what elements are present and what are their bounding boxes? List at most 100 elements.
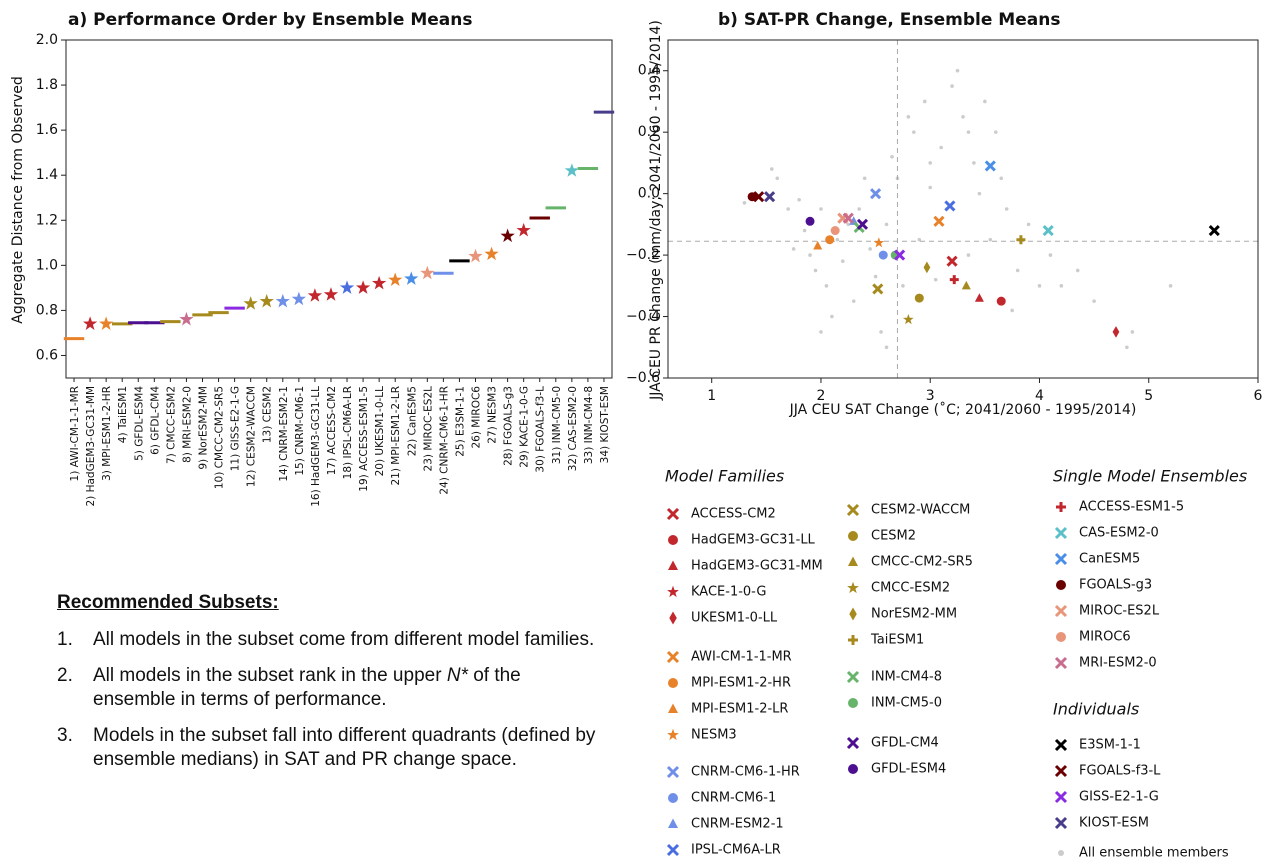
x-tick-label: 26) MIROC6 (471, 386, 483, 449)
legend-marker (1054, 738, 1068, 752)
marker (856, 218, 869, 230)
legend-label: CESM2 (871, 529, 916, 544)
list-item: 3. Models in the subset fall into differe… (57, 724, 597, 772)
member-point (1168, 284, 1173, 288)
member-point (868, 247, 872, 251)
marker (753, 191, 765, 203)
x-tick-label: 14) CNRM-ESM2-1 (278, 386, 290, 482)
item-text-part: All models in the subset rank in the upp… (93, 665, 447, 686)
member-point (901, 284, 905, 288)
y-tick-label: 0.0 (638, 186, 660, 202)
marker (944, 200, 956, 212)
legend-label: CNRM-CM6-1 (691, 791, 776, 806)
marker (873, 237, 885, 248)
notes-title: Recommended Subsets: (57, 592, 279, 613)
legend-label: IPSL-CM6A-LR (691, 843, 781, 858)
marker (974, 293, 984, 302)
x-axis-label: JJA CEU SAT Change (˚C; 2041/2060 - 1995… (789, 401, 1137, 418)
member-point (1026, 222, 1031, 227)
x-tick-label: 19) ACCESS-ESM1-5 (358, 386, 370, 492)
legend-label: GFDL-ESM4 (871, 762, 946, 777)
marker (564, 163, 579, 177)
member-point (786, 207, 790, 211)
marker (404, 271, 419, 285)
legend-label: KACE-1-0-G (691, 585, 766, 600)
marker (764, 191, 776, 203)
legend-marker (666, 843, 680, 857)
legend-label: CESM2-WACCM (871, 503, 970, 518)
member-point (775, 176, 780, 181)
legend-marker (848, 531, 858, 541)
legend-marker (1056, 632, 1066, 642)
legend-marker (849, 607, 857, 621)
legend-label: CanESM5 (1079, 552, 1140, 567)
legend-marker (1054, 526, 1068, 540)
legend-label: FGOALS-f3-L (1079, 764, 1161, 779)
plot-frame (667, 39, 1259, 379)
marker (484, 246, 499, 261)
member-point (851, 299, 856, 303)
member-point (1004, 207, 1009, 211)
legend-label: CMCC-CM2-SR5 (871, 555, 973, 570)
legend-marker (1054, 816, 1068, 830)
x-tick-label: 2 (817, 388, 826, 404)
plot-frame (65, 39, 613, 379)
marker (878, 250, 888, 260)
legend-marker (668, 703, 678, 713)
y-tick-label: 0.2 (638, 124, 660, 140)
marker (872, 283, 884, 295)
x-tick-label: 9) NorESM2-MM (198, 386, 210, 470)
legend-label: KIOST-ESM (1079, 816, 1149, 831)
y-tick-label: 1.2 (36, 212, 58, 228)
member-point (808, 253, 812, 257)
x-tick-label: 2) HadGEM3-GC31-MM (85, 386, 97, 507)
x-tick-label: 28) FGOALS-g3 (503, 386, 515, 466)
legend-marker (1054, 790, 1068, 804)
legend-label: E3SM-1-1 (1079, 738, 1141, 753)
marker (243, 296, 258, 310)
x-tick-label: 7) CMCC-ESM2 (165, 386, 177, 464)
legend-label: INM-CM5-0 (871, 696, 942, 711)
legend-marker (1056, 502, 1066, 512)
x-tick-label: 21) MPI-ESM1-2-LR (390, 386, 402, 486)
x-tick-label: 4 (1035, 388, 1044, 404)
member-point (939, 145, 943, 150)
y-tick-label: 2.0 (36, 32, 58, 48)
member-point (928, 185, 933, 190)
marker (923, 261, 931, 274)
member-point (950, 84, 954, 88)
y-tick-label: 0.4 (638, 63, 660, 79)
marker (961, 280, 971, 290)
marker (500, 228, 515, 243)
member-point (791, 247, 796, 251)
item-text-part: Models in the subset fall into different… (93, 725, 596, 770)
legend-label: GFDL-CM4 (871, 736, 939, 751)
x-tick-label: 13) CESM2 (262, 386, 274, 443)
x-tick-label: 12) CESM2-WACCM (246, 386, 258, 487)
member-point (1010, 308, 1014, 313)
member-point (1037, 284, 1042, 288)
item-text: Models in the subset fall into different… (93, 724, 597, 772)
x-tick-label: 3 (926, 388, 935, 404)
legend-marker (846, 670, 860, 684)
member-point (819, 207, 823, 211)
marker (1042, 224, 1054, 237)
legend-label: MPI-ESM1-2-HR (691, 676, 791, 691)
list-item: 2. All models in the subset rank in the u… (57, 664, 597, 712)
marker (933, 215, 945, 227)
member-point (983, 99, 987, 104)
legend-title: Model Families (665, 467, 784, 486)
legend-marker (668, 560, 678, 570)
item-text-part: of the ensemble in terms of performance. (93, 665, 521, 710)
member-point (977, 191, 982, 196)
member-point (797, 197, 801, 202)
x-tick-label: 1 (707, 388, 716, 404)
legend-marker (847, 581, 859, 594)
legend-marker (1054, 656, 1068, 670)
member-point (879, 330, 883, 334)
marker (339, 280, 355, 294)
legend-marker (667, 728, 679, 741)
item-number: 3. (57, 725, 73, 746)
x-tick-label: 16) HadGEM3-GC31-LL (310, 386, 322, 507)
legend-title: Single Model Ensembles (1053, 467, 1247, 486)
